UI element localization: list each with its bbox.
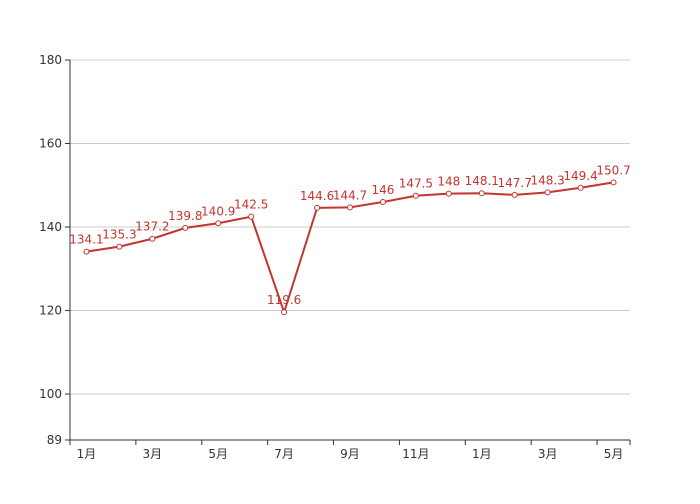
- x-tick-label: 3月: [143, 447, 163, 461]
- point: [248, 213, 255, 220]
- y-tick-label: 100: [39, 387, 62, 401]
- point: [215, 220, 222, 227]
- data-label: 147.5: [399, 177, 433, 191]
- x-tick-label: 1月: [77, 447, 97, 461]
- y-tick-label: 140: [39, 220, 62, 234]
- point: [281, 309, 288, 316]
- y-tick-label: 180: [39, 53, 62, 67]
- point: [347, 204, 353, 211]
- x-tick-label: 3月: [538, 447, 558, 461]
- data-label: 148.3: [530, 173, 564, 187]
- point: [577, 184, 584, 191]
- x-tick-label: 11月: [402, 447, 429, 461]
- data-label: 144.6: [300, 189, 334, 203]
- data-label: 137.2: [135, 220, 169, 234]
- point: [412, 192, 419, 199]
- x-tick-label: 1月: [472, 447, 492, 461]
- data-label: 148: [437, 175, 460, 189]
- point: [379, 198, 386, 205]
- point: [544, 189, 551, 196]
- x-tick-label: 5月: [604, 447, 624, 461]
- point: [116, 243, 123, 250]
- x-tick-label: 7月: [274, 447, 294, 461]
- data-label: 150.7: [596, 163, 630, 177]
- point: [610, 179, 617, 186]
- x-tick-label: 9月: [340, 447, 360, 461]
- y-tick-label: 160: [39, 137, 62, 151]
- point: [83, 248, 90, 255]
- x-tick-label: 5月: [208, 447, 228, 461]
- data-label: 147.7: [498, 176, 532, 190]
- data-label: 139.8: [168, 209, 202, 223]
- point: [314, 204, 321, 211]
- point: [478, 190, 485, 197]
- point: [445, 190, 452, 197]
- data-label: 149.4: [563, 169, 597, 183]
- y-tick-label: 89: [47, 433, 62, 447]
- data-label: 119.6: [267, 293, 301, 307]
- point: [511, 191, 518, 198]
- point: [182, 224, 189, 231]
- data-label: 140.9: [201, 204, 235, 218]
- data-label: 134.1: [69, 233, 103, 247]
- data-label: 146: [371, 183, 394, 197]
- data-label: 148.1: [465, 174, 499, 188]
- y-tick-label: 120: [39, 304, 62, 318]
- data-label: 142.5: [234, 198, 268, 212]
- data-label: 144.7: [333, 188, 367, 202]
- data-label: 135.3: [102, 228, 136, 242]
- point: [149, 235, 156, 242]
